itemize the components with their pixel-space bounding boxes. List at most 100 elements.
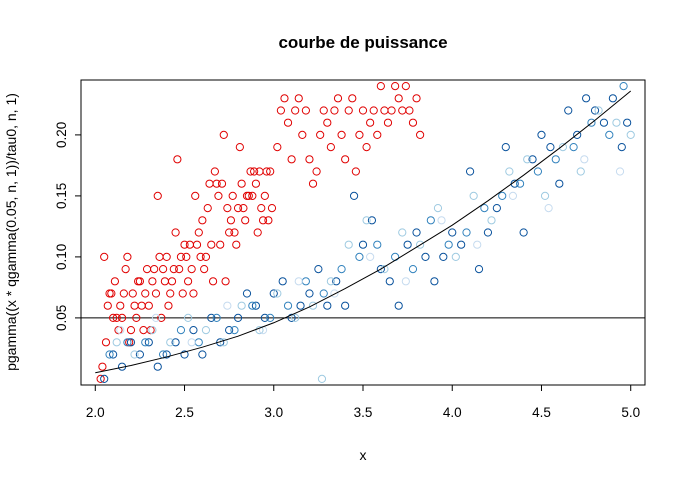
data-point	[421, 252, 430, 261]
data-point	[498, 191, 507, 200]
data-point	[319, 289, 328, 298]
data-point	[408, 265, 418, 274]
data-point	[212, 313, 221, 322]
data-point	[180, 350, 189, 359]
y-tick-label: 0.20	[54, 122, 69, 148]
data-point	[296, 301, 305, 310]
data-point	[358, 240, 368, 249]
data-point	[112, 338, 121, 347]
data-point	[198, 216, 207, 225]
data-point	[505, 167, 514, 176]
data-point	[278, 277, 287, 286]
data-point	[126, 326, 136, 335]
x-tick-label: 4.0	[443, 405, 462, 420]
data-point	[242, 289, 252, 298]
data-point	[239, 204, 248, 213]
data-point	[142, 265, 152, 274]
data-point	[276, 106, 285, 115]
data-point	[125, 338, 134, 347]
data-point	[469, 191, 478, 200]
data-point	[219, 338, 228, 347]
data-point	[580, 155, 589, 164]
data-point	[362, 143, 371, 152]
data-point	[362, 216, 371, 225]
data-point	[212, 179, 221, 188]
data-point	[110, 277, 120, 286]
data-point	[412, 94, 421, 103]
data-point	[391, 82, 400, 91]
data-point	[251, 179, 261, 188]
data-point	[150, 265, 159, 274]
data-point	[103, 301, 112, 310]
data-point	[223, 204, 232, 213]
data-point	[205, 179, 214, 188]
data-point	[223, 301, 232, 310]
data-point	[237, 179, 246, 188]
data-point	[225, 228, 234, 237]
data-point	[398, 228, 407, 237]
data-point	[260, 191, 269, 200]
series-3	[112, 106, 635, 383]
data-point	[569, 143, 578, 152]
data-point	[187, 338, 196, 347]
data-point	[123, 252, 132, 261]
data-point	[314, 265, 323, 274]
data-point	[121, 265, 130, 274]
data-point	[612, 118, 621, 127]
data-point	[221, 277, 230, 286]
data-point	[116, 301, 125, 310]
data-point	[232, 240, 241, 249]
data-point	[109, 350, 118, 359]
data-point	[266, 313, 275, 322]
data-point	[287, 313, 296, 322]
data-point	[519, 228, 528, 237]
x-tick-label: 2.5	[175, 405, 194, 420]
data-point	[369, 106, 378, 115]
data-point	[605, 130, 614, 139]
data-point	[401, 82, 410, 91]
data-point	[448, 228, 457, 237]
data-point	[416, 130, 425, 139]
data-point	[501, 143, 510, 152]
data-point	[387, 106, 396, 115]
data-point	[144, 301, 153, 310]
data-point	[523, 155, 532, 164]
data-point	[250, 167, 259, 176]
data-point	[326, 143, 335, 152]
data-point	[135, 350, 144, 359]
data-point	[439, 252, 448, 261]
data-point	[230, 326, 239, 335]
data-point	[217, 179, 227, 188]
data-point	[412, 228, 421, 237]
data-point	[426, 216, 435, 225]
plot-area	[81, 82, 645, 383]
data-point	[130, 301, 139, 310]
y-tick-label: 0.05	[54, 305, 69, 331]
data-point	[201, 252, 211, 261]
data-point	[141, 338, 150, 347]
data-point	[176, 326, 186, 335]
data-point	[128, 289, 137, 298]
y-axis-label: pgamma((x * qgamma(0.05, n, 1))/tau0, n,…	[3, 93, 19, 371]
data-point	[617, 143, 626, 152]
data-point	[200, 265, 209, 274]
data-point	[457, 240, 466, 249]
data-point	[573, 130, 582, 139]
x-tick-label: 2.0	[86, 405, 105, 420]
data-point	[326, 277, 335, 286]
data-point	[107, 289, 116, 298]
series-0	[96, 82, 425, 383]
data-point	[146, 326, 155, 335]
data-point	[214, 191, 223, 200]
data-point	[185, 240, 194, 249]
data-point	[176, 252, 186, 261]
data-point	[487, 216, 496, 225]
data-point	[337, 265, 346, 274]
data-point	[162, 252, 171, 261]
data-point	[178, 289, 187, 298]
data-point	[564, 106, 573, 115]
data-point	[208, 277, 218, 286]
data-point	[196, 252, 205, 261]
data-point	[323, 301, 332, 310]
data-point	[367, 216, 377, 225]
